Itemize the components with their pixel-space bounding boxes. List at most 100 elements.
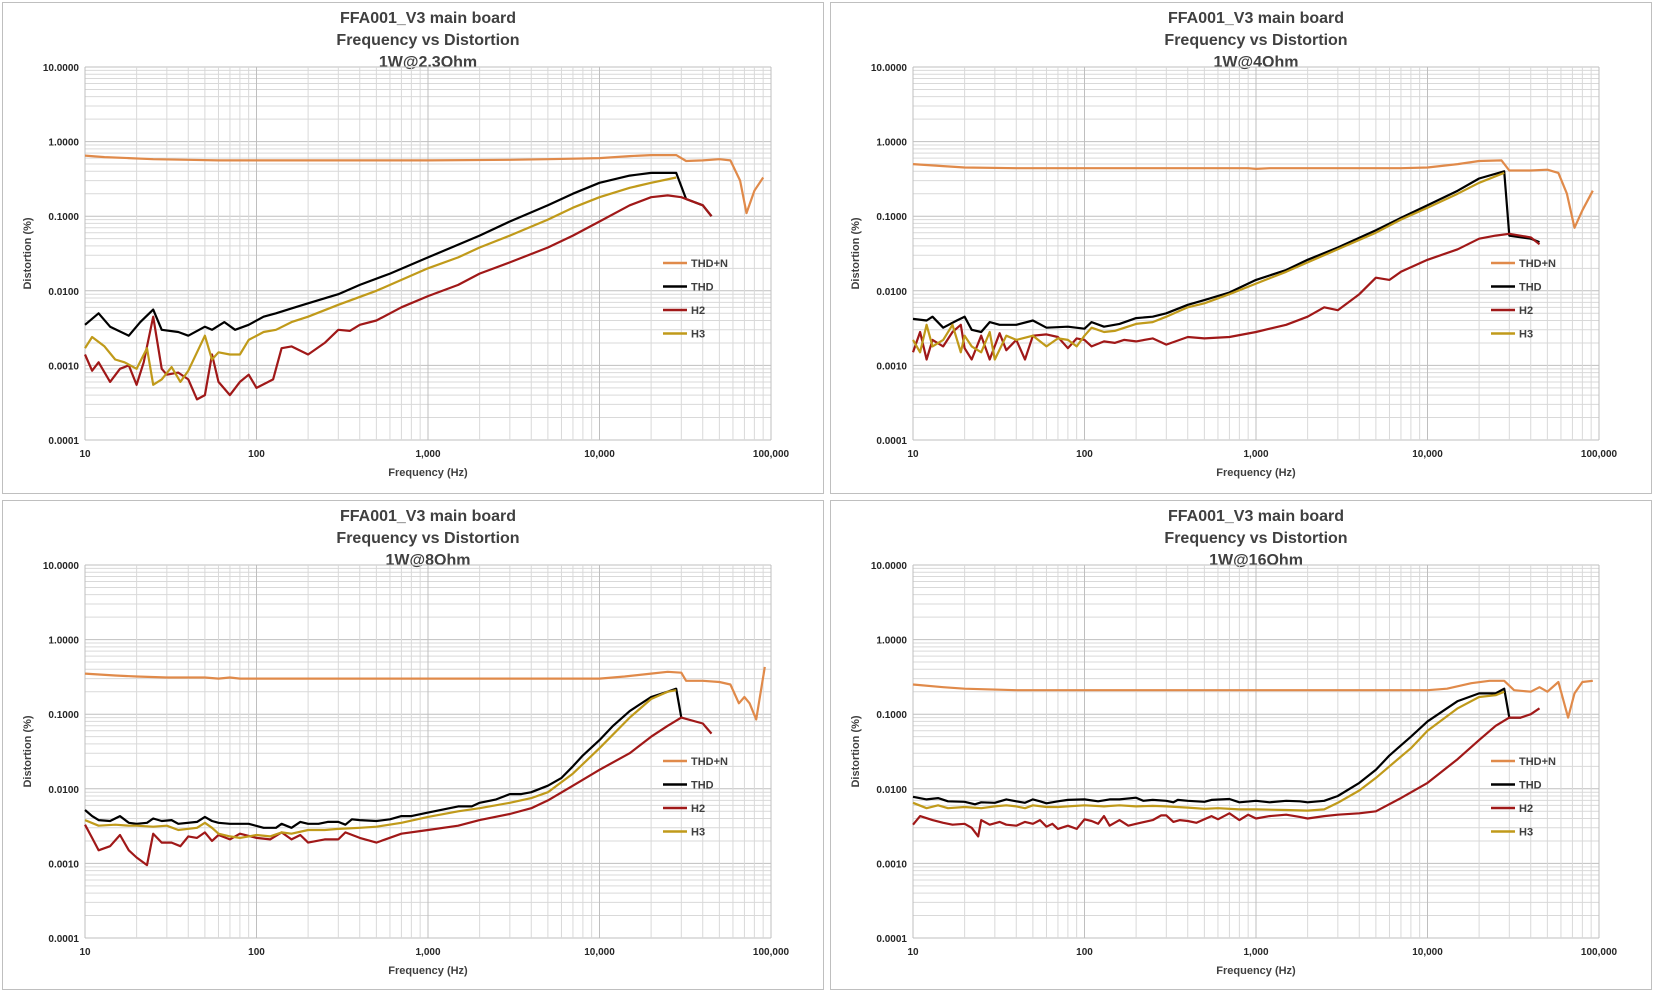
y-tick-label: 0.0010 (876, 361, 907, 372)
series-line-h3 (84, 689, 677, 839)
y-tick-label: 0.0001 (48, 436, 79, 447)
plot-grid (84, 66, 772, 441)
y-axis-label: Distortion (%) (850, 715, 862, 787)
legend-label: THD (1519, 282, 1542, 294)
x-tick-label: 100,000 (1581, 947, 1618, 958)
chart-title-line-2: Frequency vs Distortion (336, 530, 519, 547)
x-tick-label: 100,000 (753, 449, 790, 460)
y-tick-label: 0.1000 (48, 710, 79, 721)
x-tick-label: 10 (907, 947, 919, 958)
series-line-thd (84, 171, 713, 337)
chart-4ohm: FFA001_V3 main board Frequency vs Distort… (850, 10, 1618, 479)
chart-title-line-1: FFA001_V3 main board (340, 508, 516, 525)
x-axis-label: Frequency (Hz) (1216, 965, 1296, 977)
chart-title-line-1: FFA001_V3 main board (340, 10, 516, 27)
chart-title-line-1: FFA001_V3 main board (1168, 508, 1344, 525)
legend-label: THD+N (1519, 258, 1556, 270)
y-tick-label: 1.0000 (876, 138, 907, 149)
x-tick-label: 10,000 (1412, 947, 1443, 958)
x-tick-label: 100 (1076, 947, 1093, 958)
chart-16ohm: FFA001_V3 main board Frequency vs Distort… (850, 508, 1618, 977)
series-line-h3 (912, 690, 1505, 812)
legend-label: THD (691, 282, 714, 294)
x-tick-label: 100 (248, 449, 265, 460)
series-line-thd-n (84, 154, 765, 215)
x-tick-label: 1,000 (1243, 947, 1268, 958)
x-tick-label: 10,000 (584, 947, 615, 958)
x-tick-label: 1,000 (415, 449, 440, 460)
legend-label: THD+N (1519, 756, 1556, 768)
chart-2.3ohm: FFA001_V3 main board Frequency vs Distort… (22, 10, 790, 479)
plot-grid (912, 564, 1600, 939)
series-line-h2 (912, 707, 1541, 838)
chart-8ohm: FFA001_V3 main board Frequency vs Distort… (22, 508, 790, 977)
legend-label: H2 (1519, 305, 1533, 317)
series-line-thd-n (84, 666, 766, 721)
legend-label: H2 (691, 305, 705, 317)
y-tick-label: 10.0000 (871, 561, 908, 572)
y-tick-label: 10.0000 (871, 63, 908, 74)
x-axis-label: Frequency (Hz) (388, 467, 468, 479)
series-line-h2 (911, 232, 1541, 361)
plot-grid (84, 564, 772, 939)
legend-label: THD (691, 780, 714, 792)
chart-panel-2.3ohm: FFA001_V3 main board Frequency vs Distort… (2, 2, 824, 494)
series-line-h3 (84, 176, 677, 386)
legend-label: THD+N (691, 258, 728, 270)
y-tick-label: 0.0001 (876, 934, 907, 945)
series-line-h2 (84, 716, 713, 867)
series-line-h3 (912, 171, 1505, 361)
y-tick-label: 10.0000 (43, 561, 80, 572)
x-axis-label: Frequency (Hz) (388, 965, 468, 977)
plot-grid (912, 66, 1600, 441)
x-tick-label: 10,000 (1412, 449, 1443, 460)
x-tick-label: 1,000 (1243, 449, 1268, 460)
x-tick-label: 100 (248, 947, 265, 958)
x-tick-label: 1,000 (415, 947, 440, 958)
chart-title-line-2: Frequency vs Distortion (1164, 530, 1347, 547)
y-tick-label: 1.0000 (48, 636, 79, 647)
legend-label: THD+N (691, 756, 728, 768)
x-tick-label: 100 (1076, 449, 1093, 460)
series-line-thd (912, 170, 1540, 334)
y-tick-label: 10.0000 (43, 63, 80, 74)
legend-label: H3 (1519, 827, 1533, 839)
chart-panel-4ohm: FFA001_V3 main board Frequency vs Distort… (830, 2, 1652, 494)
x-tick-label: 100,000 (753, 947, 790, 958)
x-tick-label: 10 (907, 449, 919, 460)
y-tick-label: 0.0001 (876, 436, 907, 447)
y-tick-label: 0.0010 (48, 859, 79, 870)
y-tick-label: 0.1000 (48, 212, 79, 223)
x-axis-label: Frequency (Hz) (1216, 467, 1296, 479)
legend-label: H3 (691, 827, 705, 839)
x-tick-label: 10 (79, 947, 91, 958)
series-line-thd-n (912, 679, 1593, 719)
chart-title-line-2: Frequency vs Distortion (336, 32, 519, 49)
legend-label: THD (1519, 780, 1542, 792)
y-tick-label: 0.0010 (48, 361, 79, 372)
chart-title-line-2: Frequency vs Distortion (1164, 32, 1347, 49)
y-tick-label: 0.0001 (48, 934, 79, 945)
y-tick-label: 0.0100 (48, 287, 79, 298)
series-line-thd-n (912, 159, 1594, 229)
x-tick-label: 10,000 (584, 449, 615, 460)
legend-label: H2 (1519, 803, 1533, 815)
y-tick-label: 0.1000 (876, 710, 907, 721)
chart-title-line-1: FFA001_V3 main board (1168, 10, 1344, 27)
y-tick-label: 0.0100 (876, 287, 907, 298)
chart-panel-8ohm: FFA001_V3 main board Frequency vs Distort… (2, 500, 824, 990)
legend-label: H3 (1519, 329, 1533, 341)
y-tick-label: 0.1000 (876, 212, 907, 223)
series-line-thd (84, 687, 683, 829)
x-tick-label: 10 (79, 449, 91, 460)
y-axis-label: Distortion (%) (22, 715, 34, 787)
y-tick-label: 0.0100 (876, 785, 907, 796)
y-tick-label: 0.0010 (876, 859, 907, 870)
x-tick-label: 100,000 (1581, 449, 1618, 460)
chart-panel-16ohm: FFA001_V3 main board Frequency vs Distort… (830, 500, 1652, 990)
legend-label: H3 (691, 329, 705, 341)
y-axis-label: Distortion (%) (22, 217, 34, 289)
y-tick-label: 0.0100 (48, 785, 79, 796)
series-line-thd (912, 687, 1521, 806)
